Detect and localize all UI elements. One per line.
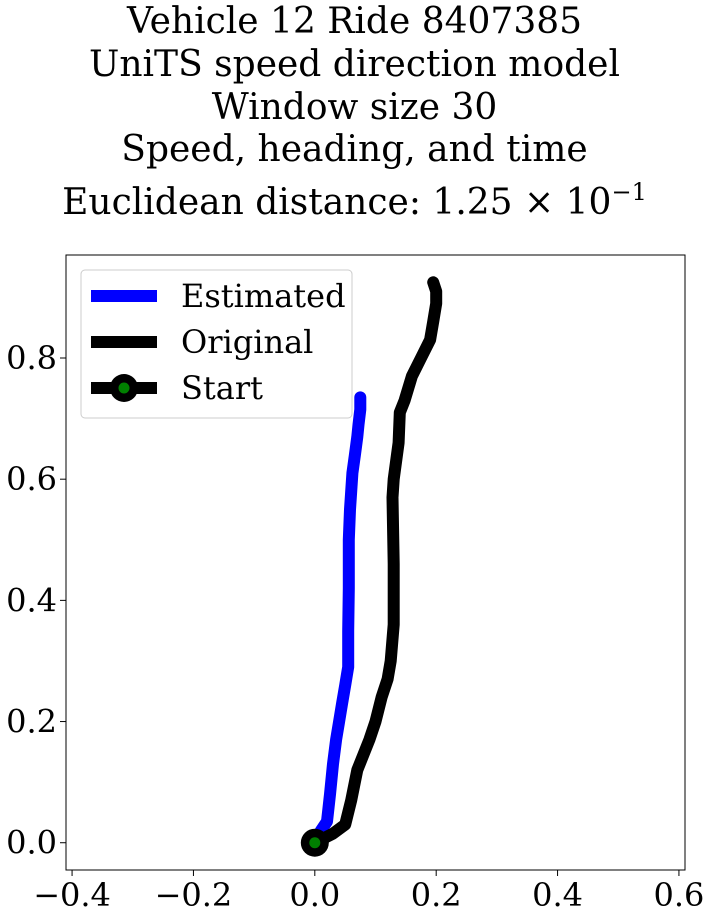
title-line-2: UniTS speed direction model	[89, 44, 620, 85]
x-tick-label: −0.4	[33, 876, 111, 914]
plot-frame	[65, 254, 686, 871]
axis-layer: −0.4 −0.2 0.0 0.2 0.4 0.6 0.0 0.2 0.4 0.6 0.8	[6, 339, 704, 914]
start-marker-inner	[309, 837, 321, 849]
x-tick-label: 0.2	[411, 876, 462, 914]
y-tick-label: 0.4	[6, 581, 57, 619]
title-line-1: Vehicle 12 Ride 8407385	[126, 1, 583, 42]
series-layer	[300, 276, 443, 857]
legend-label-start: Start	[181, 369, 263, 407]
distance-times: ×	[524, 182, 555, 223]
distance-label: Euclidean distance:	[62, 182, 433, 223]
y-tick-label: 0.2	[6, 703, 57, 741]
legend-box	[80, 269, 353, 419]
series-line-estimated	[308, 391, 367, 849]
y-tick-label: 0.6	[6, 460, 57, 498]
series-line-original	[308, 276, 443, 849]
distance-base: 10	[565, 182, 612, 223]
title-line-4: Speed, heading, and time	[121, 129, 588, 170]
x-tick-label: 0.6	[653, 876, 704, 914]
y-tick-label: 0.8	[6, 339, 57, 377]
legend-start-marker-inner	[118, 382, 130, 394]
title-line-5: Euclidean distance: 1.25 × 10−1	[0, 170, 709, 225]
distance-mantissa: 1.25	[432, 182, 513, 223]
legend: Estimated Original Start	[80, 269, 353, 419]
x-tick-label: −0.2	[155, 876, 233, 914]
distance-exponent: −1	[611, 178, 647, 206]
legend-label-original: Original	[181, 323, 313, 361]
title-line-3: Window size 30	[211, 87, 498, 128]
legend-label-estimated: Estimated	[181, 277, 346, 315]
x-tick-label: 0.4	[532, 876, 583, 914]
x-tick-label: 0.0	[289, 876, 340, 914]
y-tick-label: 0.0	[6, 824, 57, 862]
